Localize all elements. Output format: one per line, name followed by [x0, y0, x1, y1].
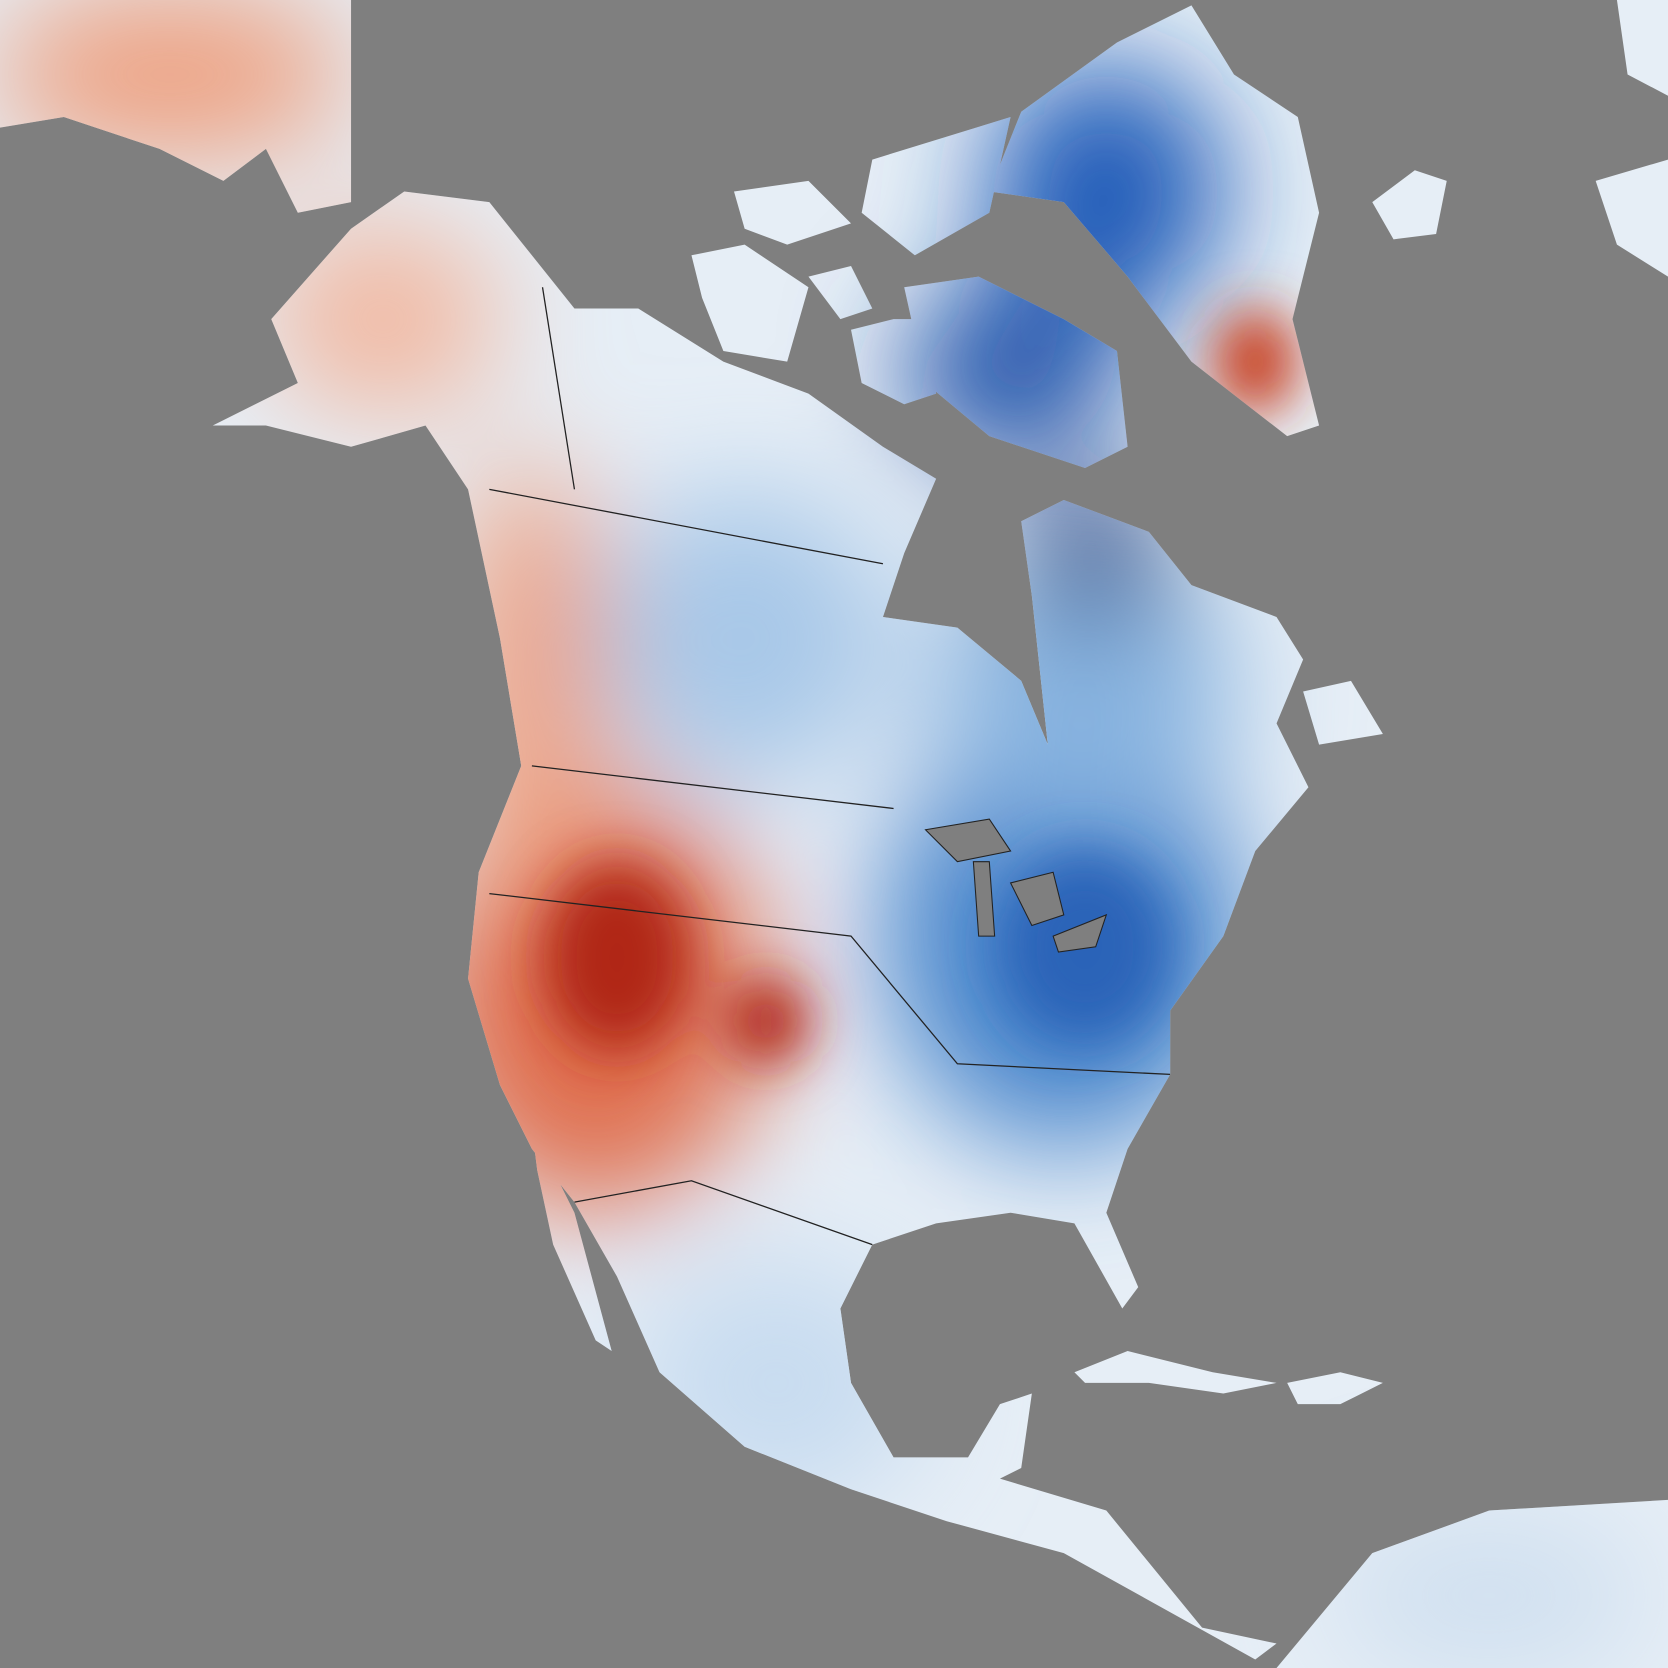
- anomaly-detail: [542, 308, 1298, 1064]
- lakes: [924, 818, 1108, 953]
- borders: [489, 287, 1171, 1246]
